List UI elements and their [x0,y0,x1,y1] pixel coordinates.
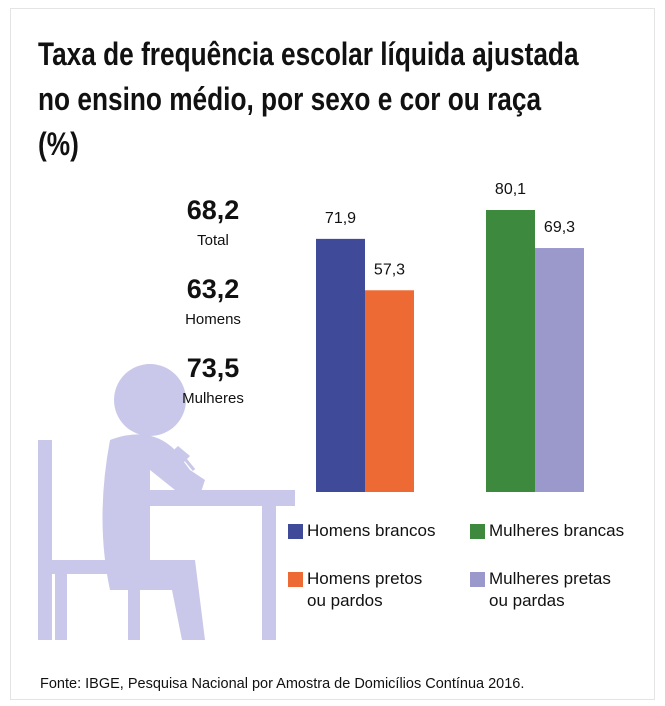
summary-value: 73,5 [187,353,240,383]
summary-value: 68,2 [187,195,240,225]
summary-label: Homens [185,311,241,328]
value-label: 57,3 [374,261,405,278]
value-label: 71,9 [325,210,356,227]
legend-label: Homens brancos [307,520,477,542]
infographic: Taxa de frequência escolar líquida ajust… [0,0,665,706]
value-label: 69,3 [544,219,575,236]
legend-swatch [288,572,303,587]
summary-value: 63,2 [187,274,240,304]
legend-label: Mulheres pretas ou pardas [489,568,624,612]
legend-swatch [470,572,485,587]
legend-swatch [288,524,303,539]
source-note: Fonte: IBGE, Pesquisa Nacional por Amost… [40,676,524,692]
value-label: 80,1 [495,181,526,198]
bar [316,239,365,492]
summary-label: Mulheres [182,390,244,407]
legend-label: Homens pretos ou pardos [307,568,442,612]
bar [486,210,535,492]
legend-swatch [470,524,485,539]
summary-label: Total [197,232,229,249]
bar [535,248,584,492]
legend-label: Mulheres brancas [489,520,659,542]
student-illustration [38,364,295,640]
bar [365,290,414,492]
